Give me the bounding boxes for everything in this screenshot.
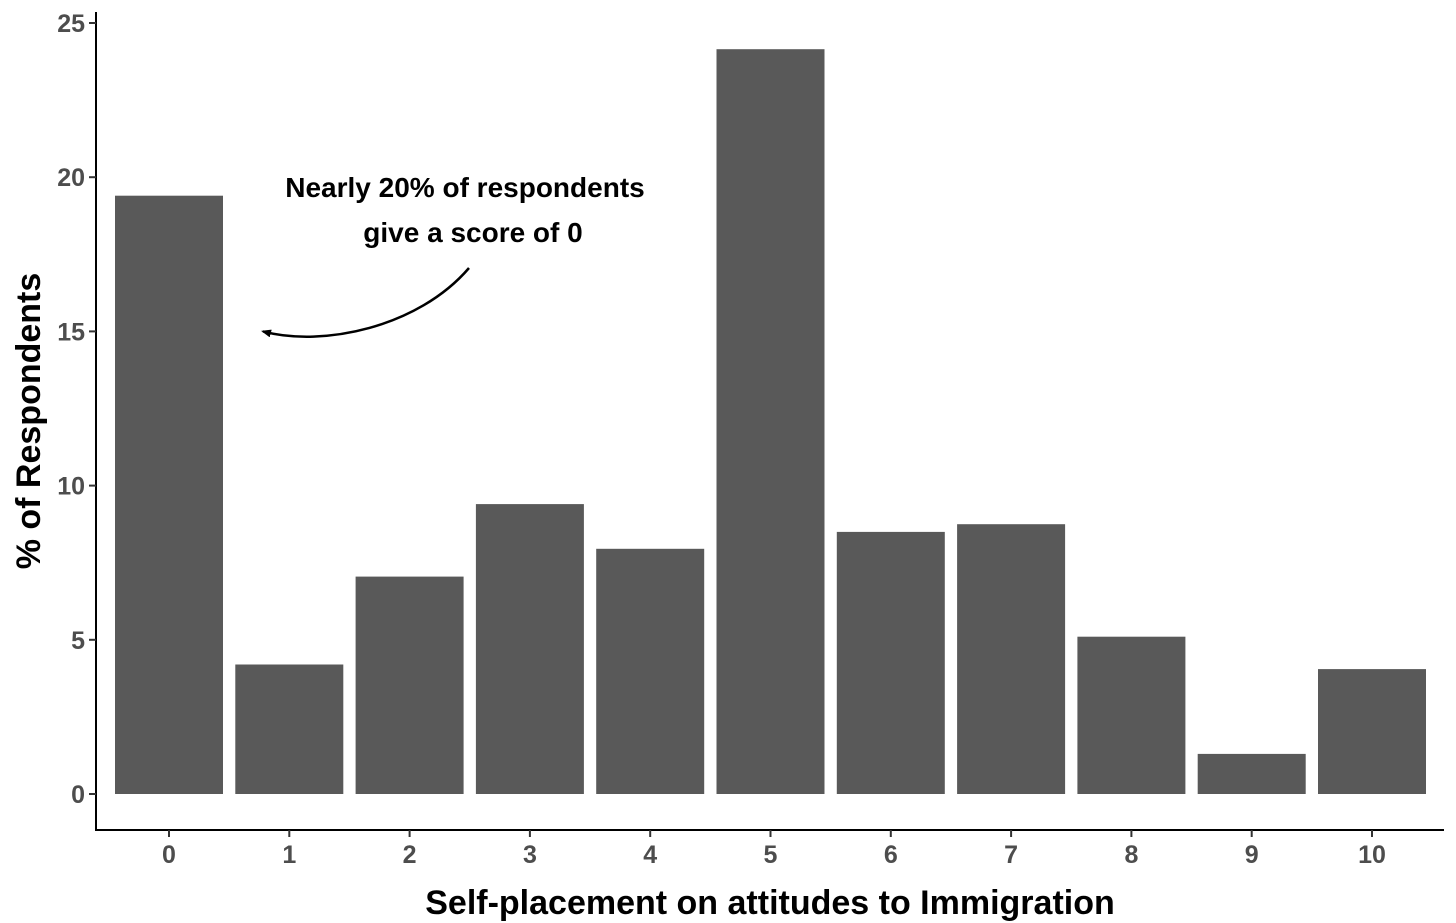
- x-tick-label-0: 0: [162, 841, 176, 869]
- x-tick-label-9: 9: [1245, 841, 1259, 869]
- y-tick-label-20: 20: [57, 164, 85, 192]
- x-tick-label-1: 1: [282, 841, 296, 869]
- y-tick-label-25: 25: [57, 10, 85, 38]
- bar-4: [596, 548, 705, 794]
- y-axis-ticks: 0 5 10 15 20 25: [57, 10, 96, 809]
- bar-9: [1197, 753, 1306, 794]
- x-tick-label-6: 6: [884, 841, 898, 869]
- x-tick-label-8: 8: [1124, 841, 1138, 869]
- x-axis-title: Self-placement on attitudes to Immigrati…: [425, 884, 1115, 922]
- annotation-line-1: Nearly 20% of respondents: [285, 172, 644, 203]
- bar-10: [1318, 669, 1426, 794]
- x-tick-label-5: 5: [764, 841, 778, 869]
- bar-1: [235, 664, 344, 794]
- x-tick-label-4: 4: [643, 841, 657, 869]
- x-tick-label-3: 3: [523, 841, 537, 869]
- x-axis-ticks: 0 1 2 3 4 5 6 7 8 9 10: [162, 830, 1386, 869]
- annotation-arrow: [261, 267, 470, 338]
- bar-0: [115, 195, 223, 794]
- y-tick-label-10: 10: [57, 473, 85, 501]
- x-tick-label-7: 7: [1004, 841, 1018, 869]
- y-tick-label-5: 5: [71, 627, 85, 655]
- bar-6: [836, 531, 945, 794]
- bar-8: [1077, 636, 1186, 794]
- bar-5: [716, 49, 825, 794]
- x-tick-label-10: 10: [1358, 841, 1386, 869]
- bar-7: [957, 524, 1066, 794]
- bar-3: [475, 504, 584, 794]
- y-tick-label-15: 15: [57, 318, 85, 346]
- bar-2: [355, 576, 464, 794]
- y-tick-label-0: 0: [71, 781, 85, 809]
- bars-group: [115, 49, 1426, 794]
- annotation-line-2: give a score of 0: [363, 217, 582, 248]
- y-axis-title: % of Respondents: [10, 273, 48, 570]
- x-tick-label-2: 2: [403, 841, 417, 869]
